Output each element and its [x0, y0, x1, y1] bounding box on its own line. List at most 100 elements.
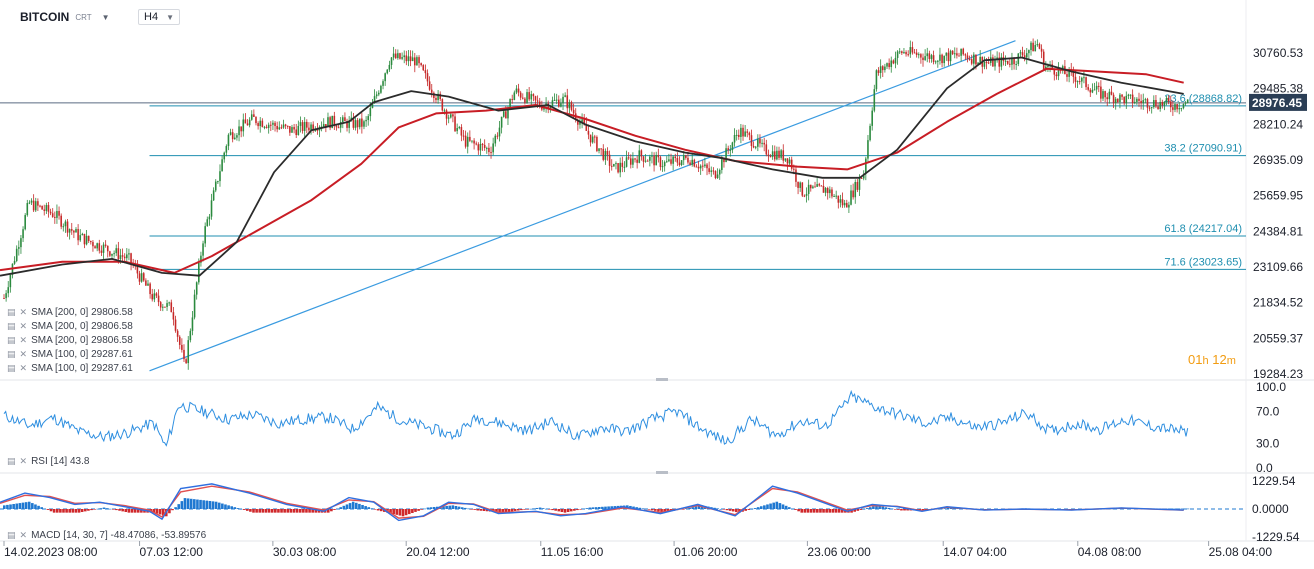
candle-body	[231, 132, 234, 140]
time-tick-label: 01.06 20:00	[674, 545, 738, 559]
settings-icon[interactable]: ▤	[7, 321, 17, 331]
macd-histogram-bar	[840, 509, 844, 513]
close-icon[interactable]: ✕	[19, 456, 29, 466]
candle-body	[835, 195, 837, 197]
candle-body	[1011, 58, 1013, 65]
candle-body	[651, 155, 653, 157]
close-icon[interactable]: ✕	[19, 321, 29, 331]
settings-icon[interactable]: ▤	[7, 307, 17, 317]
indicator-legend[interactable]: ▤ ✕ SMA [200, 0] 29806.58	[7, 334, 133, 347]
candle-body	[934, 61, 937, 63]
chevron-down-icon[interactable]: ▼	[101, 12, 110, 22]
settings-icon[interactable]: ▤	[7, 349, 17, 359]
candle-body	[81, 233, 84, 236]
candle-body	[367, 116, 370, 121]
close-icon[interactable]: ✕	[19, 349, 29, 359]
macd-histogram-bar	[239, 509, 243, 510]
macd-histogram-bar	[784, 505, 788, 509]
settings-icon[interactable]: ▤	[7, 363, 17, 373]
candle-body	[1017, 53, 1020, 65]
candle-body	[1155, 99, 1157, 107]
macd-histogram-bar	[554, 509, 557, 511]
macd-histogram-bar	[1186, 508, 1190, 510]
candle-body	[441, 99, 444, 111]
macd-histogram-bar	[865, 508, 869, 509]
candle-body	[217, 181, 219, 183]
close-icon[interactable]: ✕	[19, 307, 29, 317]
price-tick-label: 21834.52	[1253, 296, 1303, 310]
candle-body	[884, 66, 886, 71]
candle-body	[748, 132, 751, 136]
candle-timer: 01h 12m	[1188, 352, 1236, 367]
close-icon[interactable]: ✕	[19, 363, 29, 373]
candle-body	[306, 121, 308, 128]
timeframe-select[interactable]: H4 ▼	[138, 9, 180, 25]
settings-icon[interactable]: ▤	[7, 456, 17, 466]
symbol-name[interactable]: BITCOIN	[20, 10, 70, 24]
candle-body	[1142, 100, 1145, 104]
candle-body	[701, 165, 704, 167]
indicator-legend[interactable]: ▤ ✕ SMA [200, 0] 29806.58	[7, 306, 133, 319]
macd-histogram-bar	[464, 507, 467, 509]
candle-body	[204, 226, 206, 244]
close-icon[interactable]: ✕	[19, 530, 29, 540]
candle-body	[735, 134, 738, 136]
candle-body	[176, 330, 179, 337]
candle-body	[145, 280, 147, 286]
candle-body	[79, 235, 82, 241]
candle-body	[28, 202, 31, 204]
candle-body	[162, 306, 164, 308]
settings-icon[interactable]: ▤	[7, 335, 17, 345]
macd-histogram-bar	[77, 509, 81, 513]
candle-body	[380, 85, 382, 93]
macd-histogram-bar	[108, 508, 112, 510]
rsi-tick-label: 100.0	[1256, 380, 1286, 394]
candle-body	[975, 54, 977, 65]
candle-body	[94, 246, 96, 249]
candle-body	[793, 168, 795, 170]
macd-legend[interactable]: ▤ ✕ MACD [14, 30, 7] -48.47086, -53.8957…	[7, 529, 206, 542]
candle-body	[68, 229, 71, 233]
candle-body	[721, 159, 723, 171]
candle-body	[740, 127, 742, 137]
indicator-legend[interactable]: ▤ ✕ SMA [200, 0] 29806.58	[7, 320, 133, 333]
macd-histogram-bar	[772, 502, 776, 509]
macd-histogram-bar	[501, 509, 504, 513]
indicator-label: SMA [200, 0] 29806.58	[31, 335, 133, 346]
candle-body	[710, 170, 713, 172]
macd-histogram-bar	[728, 509, 732, 511]
macd-histogram-bar	[510, 509, 514, 512]
candle-body	[198, 262, 200, 283]
indicator-legend[interactable]: ▤ ✕ SMA [100, 0] 29287.61	[7, 348, 133, 361]
candle-body	[871, 110, 873, 126]
candle-body	[1176, 104, 1178, 110]
macd-histogram-bar	[414, 509, 417, 512]
candle-body	[1172, 107, 1174, 110]
macd-histogram-bar	[333, 509, 336, 510]
candle-body	[280, 127, 283, 129]
macd-histogram-bar	[607, 506, 610, 509]
macd-histogram-bar	[591, 507, 595, 509]
macd-histogram-bar	[473, 509, 476, 510]
rsi-legend[interactable]: ▤ ✕ RSI [14] 43.8	[7, 455, 89, 468]
sma-100-line	[0, 56, 1184, 277]
candle-body	[361, 118, 363, 127]
candle-body	[930, 55, 933, 59]
candle-body	[511, 99, 514, 101]
candle-body	[174, 319, 177, 331]
settings-icon[interactable]: ▤	[7, 530, 17, 540]
candle-body	[896, 51, 899, 58]
macd-histogram-bar	[949, 507, 953, 509]
candle-body	[577, 120, 579, 125]
indicator-legend[interactable]: ▤ ✕ SMA [100, 0] 29287.61	[7, 362, 133, 375]
macd-histogram-bar	[862, 509, 866, 510]
close-icon[interactable]: ✕	[19, 335, 29, 345]
candle-body	[1081, 77, 1083, 82]
candle-body	[877, 70, 880, 73]
candle-body	[1131, 94, 1134, 103]
macd-histogram-bar	[373, 509, 377, 510]
candle-body	[761, 142, 763, 144]
candle-body	[195, 282, 198, 295]
candle-body	[615, 163, 617, 165]
